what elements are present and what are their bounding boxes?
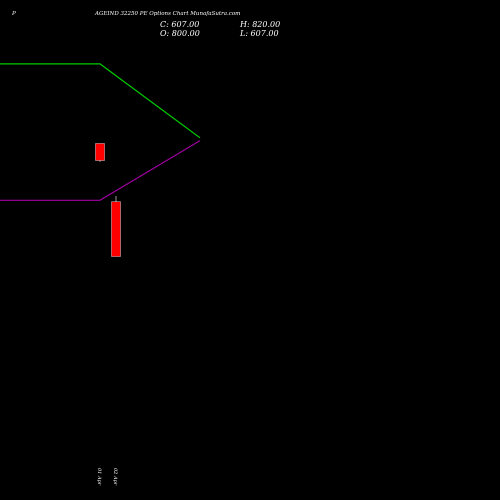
high-value: H: 820.00 (240, 20, 281, 29)
close-value: C: 607.00 (160, 20, 200, 29)
low-value: L: 607.00 (240, 29, 279, 38)
candles (95, 143, 121, 257)
candle-body (95, 143, 105, 161)
x-axis-labels: 01 Apr 02 Apr (96, 468, 118, 486)
chart-title: AGEIND 32250 PE Options Chart MunafaSutr… (95, 11, 241, 17)
moving-average-lines (0, 63, 201, 201)
x-tick-label: 02 Apr (112, 468, 118, 486)
x-tick-label: 01 Apr (96, 468, 102, 486)
open-value: O: 800.00 (160, 29, 200, 38)
candle-body (111, 201, 121, 257)
green-line (0, 63, 201, 139)
purple-line (0, 140, 201, 201)
chart-title-prefix: P (12, 11, 16, 17)
